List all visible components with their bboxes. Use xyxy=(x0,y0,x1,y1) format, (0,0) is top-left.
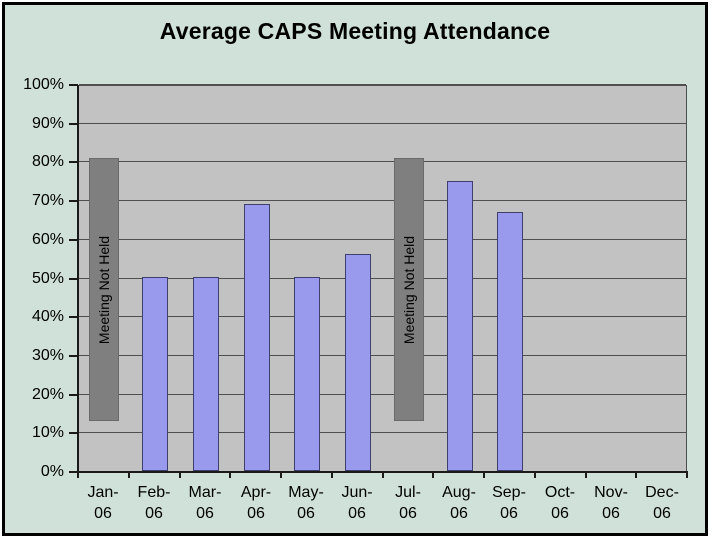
gridline-40 xyxy=(79,316,686,318)
gridline-50 xyxy=(79,277,686,279)
x-axis-label-line: 06 xyxy=(247,505,265,522)
y-axis-label-90: 90% xyxy=(31,115,64,132)
x-axis-label-line: Jul- xyxy=(395,484,421,501)
y-axis-label-70: 70% xyxy=(31,192,64,209)
x-axis-label-line: Aug- xyxy=(442,484,476,501)
chart-title: Average CAPS Meeting Attendance xyxy=(159,18,551,44)
y-axis-label-60: 60% xyxy=(31,231,64,248)
y-tick-50 xyxy=(69,278,78,280)
not-held-label-jan-06: Meeting Not Held xyxy=(96,235,112,344)
x-tick-8 xyxy=(483,472,485,478)
chart-frame: Average CAPS Meeting Attendance Meeting … xyxy=(2,2,708,536)
x-tick-12 xyxy=(686,472,688,478)
y-tick-20 xyxy=(69,394,78,396)
x-axis-label-oct-06: Oct- 06 xyxy=(532,482,588,524)
x-axis-label-line: 06 xyxy=(196,505,214,522)
x-axis-label-line: Jan- xyxy=(87,484,119,501)
x-tick-4 xyxy=(280,472,282,478)
x-tick-6 xyxy=(382,472,384,478)
x-axis-label-line: 06 xyxy=(399,505,417,522)
x-axis-label-line: May- xyxy=(288,484,324,501)
gridline-10 xyxy=(79,432,686,434)
x-axis-label-line: Sep- xyxy=(492,484,526,501)
not-held-bar-jul-06: Meeting Not Held xyxy=(394,158,424,421)
y-axis-label-50: 50% xyxy=(31,270,64,287)
y-axis-label-0: 0% xyxy=(40,463,64,480)
gridline-70 xyxy=(79,200,686,202)
x-axis-label-line: 06 xyxy=(551,505,569,522)
x-axis-label-line: 06 xyxy=(145,505,163,522)
y-tick-70 xyxy=(69,200,78,202)
x-axis-label-may-06: May- 06 xyxy=(278,482,334,524)
x-axis-label-line: 06 xyxy=(348,505,366,522)
x-tick-9 xyxy=(534,472,536,478)
x-axis-label-mar-06: Mar- 06 xyxy=(177,482,233,524)
bar-may-06 xyxy=(294,277,320,471)
gridline-80 xyxy=(79,161,686,163)
y-tick-30 xyxy=(69,355,78,357)
x-tick-2 xyxy=(179,472,181,478)
x-axis-label-dec-06: Dec- 06 xyxy=(634,482,690,524)
gridline-20 xyxy=(79,393,686,395)
x-tick-0 xyxy=(77,472,79,478)
x-axis-label-sep-06: Sep- 06 xyxy=(481,482,537,524)
y-axis-label-80: 80% xyxy=(31,153,64,170)
not-held-label-jul-06: Meeting Not Held xyxy=(401,235,417,344)
y-tick-80 xyxy=(69,161,78,163)
x-tick-1 xyxy=(128,472,130,478)
x-axis-label-line: 06 xyxy=(297,505,315,522)
x-axis-label-feb-06: Feb- 06 xyxy=(126,482,182,524)
x-axis-label-line: 06 xyxy=(500,505,518,522)
y-tick-0 xyxy=(69,471,78,473)
x-axis-label-apr-06: Apr- 06 xyxy=(228,482,284,524)
x-tick-5 xyxy=(331,472,333,478)
plot-area: Meeting Not Held Meeting Not Held xyxy=(78,84,687,472)
y-tick-90 xyxy=(69,123,78,125)
x-axis-label-line: 06 xyxy=(94,505,112,522)
x-axis-label-jul-06: Jul- 06 xyxy=(380,482,436,524)
y-axis-label-30: 30% xyxy=(31,347,64,364)
bar-sep-06 xyxy=(497,212,523,471)
y-tick-60 xyxy=(69,239,78,241)
bar-apr-06 xyxy=(244,204,270,471)
y-axis-label-100: 100% xyxy=(23,76,64,93)
y-axis-label-10: 10% xyxy=(31,424,64,441)
x-axis-label-line: Apr- xyxy=(240,484,272,501)
bar-aug-06 xyxy=(447,181,473,471)
x-axis-line xyxy=(77,471,688,473)
x-axis-label-jun-06: Jun- 06 xyxy=(329,482,385,524)
gridline-30 xyxy=(79,354,686,356)
gridline-100 xyxy=(79,84,686,85)
gridline-60 xyxy=(79,238,686,240)
y-axis-label-40: 40% xyxy=(31,308,64,325)
x-axis-label-line: Jun- xyxy=(341,484,373,501)
bar-feb-06 xyxy=(142,277,168,471)
y-tick-100 xyxy=(69,84,78,86)
x-tick-10 xyxy=(585,472,587,478)
x-axis-label-line: Oct- xyxy=(544,484,576,501)
x-tick-11 xyxy=(635,472,637,478)
not-held-bar-jan-06: Meeting Not Held xyxy=(89,158,119,421)
bar-mar-06 xyxy=(193,277,219,471)
y-axis-label-20: 20% xyxy=(31,386,64,403)
x-tick-3 xyxy=(229,472,231,478)
x-axis-label-line: Feb- xyxy=(137,484,171,501)
x-axis-label-aug-06: Aug- 06 xyxy=(431,482,487,524)
x-axis-label-jan-06: Jan- 06 xyxy=(75,482,131,524)
gridline-90 xyxy=(79,122,686,124)
x-axis-label-line: Mar- xyxy=(188,484,222,501)
x-axis-label-line: Dec- xyxy=(645,484,679,501)
y-axis-line xyxy=(77,85,79,472)
y-tick-40 xyxy=(69,316,78,318)
y-tick-10 xyxy=(69,432,78,434)
x-tick-7 xyxy=(432,472,434,478)
x-axis-label-line: 06 xyxy=(450,505,468,522)
x-axis-label-line: Nov- xyxy=(594,484,628,501)
bar-jun-06 xyxy=(345,254,371,471)
x-axis-label-nov-06: Nov- 06 xyxy=(583,482,639,524)
x-axis-label-line: 06 xyxy=(602,505,620,522)
x-axis-label-line: 06 xyxy=(653,505,671,522)
